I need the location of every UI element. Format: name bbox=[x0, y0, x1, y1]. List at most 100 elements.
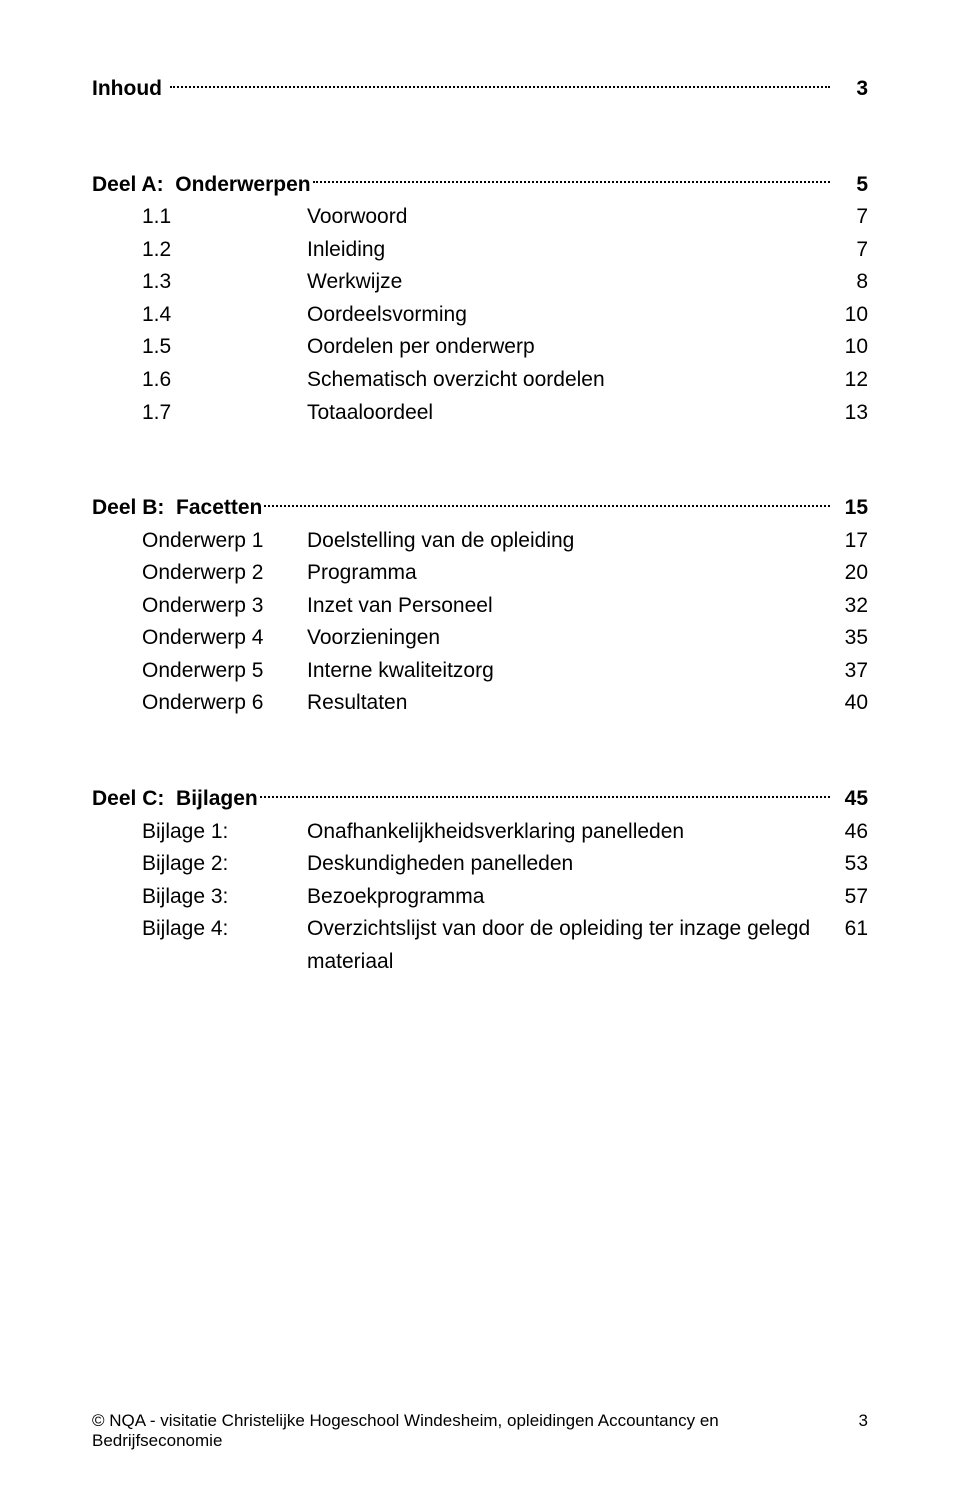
item-page: 32 bbox=[832, 590, 868, 623]
item-title: Interne kwaliteitzorg bbox=[307, 655, 832, 688]
item-title: Inzet van Personeel bbox=[307, 590, 832, 623]
toc-item: 1.4 Oordeelsvorming 10 bbox=[92, 299, 868, 332]
footer-text: © NQA - visitatie Christelijke Hogeschoo… bbox=[92, 1411, 843, 1451]
footer-line: © NQA - visitatie Christelijke Hogeschoo… bbox=[92, 1411, 868, 1451]
item-title: Schematisch overzicht oordelen bbox=[307, 364, 832, 397]
item-page: 8 bbox=[832, 266, 868, 299]
item-title: Bezoekprogramma bbox=[307, 881, 832, 914]
item-key: Onderwerp 2 bbox=[142, 557, 307, 590]
section-deel-a: Deel A: Onderwerpen 5 1.1 Voorwoord 7 1.… bbox=[92, 168, 868, 429]
section-heading: Deel A: Onderwerpen 5 bbox=[92, 168, 868, 202]
item-title: Onafhankelijkheidsverklaring panelleden bbox=[307, 816, 832, 849]
heading-page: 45 bbox=[832, 783, 868, 816]
item-page: 17 bbox=[832, 525, 868, 558]
item-page: 10 bbox=[832, 299, 868, 332]
leader-dots bbox=[260, 782, 830, 805]
toc-item: 1.3 Werkwijze 8 bbox=[92, 266, 868, 299]
item-title: Overzichtslijst van door de opleiding te… bbox=[307, 913, 832, 978]
item-page: 20 bbox=[832, 557, 868, 590]
toc-item: 1.7 Totaaloordeel 13 bbox=[92, 397, 868, 430]
footer-page-number: 3 bbox=[843, 1411, 868, 1431]
item-page: 13 bbox=[832, 397, 868, 430]
item-title: Inleiding bbox=[307, 234, 832, 267]
item-key: Bijlage 1: bbox=[142, 816, 307, 849]
item-title: Oordeelsvorming bbox=[307, 299, 832, 332]
item-key: 1.3 bbox=[142, 266, 307, 299]
item-title: Oordelen per onderwerp bbox=[307, 331, 832, 364]
item-title: Voorwoord bbox=[307, 201, 832, 234]
heading-title: Bijlagen bbox=[176, 783, 258, 816]
section-heading: Deel C: Bijlagen 45 bbox=[92, 782, 868, 816]
item-key: Bijlage 4: bbox=[142, 913, 307, 946]
toc-item: 1.1 Voorwoord 7 bbox=[92, 201, 868, 234]
toc-item: 1.2 Inleiding 7 bbox=[92, 234, 868, 267]
item-title: Totaaloordeel bbox=[307, 397, 832, 430]
item-key: Onderwerp 4 bbox=[142, 622, 307, 655]
item-key: Onderwerp 1 bbox=[142, 525, 307, 558]
item-page: 57 bbox=[832, 881, 868, 914]
leader-dots bbox=[264, 491, 830, 514]
item-page: 35 bbox=[832, 622, 868, 655]
heading-page: 15 bbox=[832, 492, 868, 525]
toc-item: 1.5 Oordelen per onderwerp 10 bbox=[92, 331, 868, 364]
section-items: Onderwerp 1 Doelstelling van de opleidin… bbox=[92, 525, 868, 720]
item-key: 1.6 bbox=[142, 364, 307, 397]
item-page: 40 bbox=[832, 687, 868, 720]
item-title: Programma bbox=[307, 557, 832, 590]
item-key: 1.2 bbox=[142, 234, 307, 267]
item-title: Deskundigheden panelleden bbox=[307, 848, 832, 881]
toc-title-row: Inhoud 3 bbox=[92, 72, 868, 106]
toc-item: Onderwerp 5 Interne kwaliteitzorg 37 bbox=[92, 655, 868, 688]
heading-prefix: Deel A: bbox=[92, 169, 164, 202]
toc-item: Onderwerp 2 Programma 20 bbox=[92, 557, 868, 590]
leader-dots bbox=[313, 168, 830, 191]
item-key: Onderwerp 6 bbox=[142, 687, 307, 720]
heading-gap bbox=[164, 492, 176, 525]
item-key: 1.1 bbox=[142, 201, 307, 234]
heading-prefix: Deel C: bbox=[92, 783, 164, 816]
toc-item: Bijlage 4: Overzichtslijst van door de o… bbox=[92, 913, 868, 978]
heading-page: 5 bbox=[832, 169, 868, 202]
item-key: 1.5 bbox=[142, 331, 307, 364]
toc-item: Onderwerp 4 Voorzieningen 35 bbox=[92, 622, 868, 655]
item-title: Voorzieningen bbox=[307, 622, 832, 655]
item-key: Bijlage 2: bbox=[142, 848, 307, 881]
page-body: Inhoud 3 Deel A: Onderwerpen 5 1.1 Voorw… bbox=[0, 0, 960, 978]
item-page: 46 bbox=[832, 816, 868, 849]
page-footer: © NQA - visitatie Christelijke Hogeschoo… bbox=[92, 1411, 868, 1451]
toc-title-page: 3 bbox=[832, 73, 868, 106]
heading-prefix: Deel B: bbox=[92, 492, 164, 525]
item-page: 53 bbox=[832, 848, 868, 881]
item-page: 10 bbox=[832, 331, 868, 364]
toc-item: Bijlage 3: Bezoekprogramma 57 bbox=[92, 881, 868, 914]
toc-item: Bijlage 2: Deskundigheden panelleden 53 bbox=[92, 848, 868, 881]
item-page: 12 bbox=[832, 364, 868, 397]
heading-title: Onderwerpen bbox=[175, 169, 310, 202]
heading-gap bbox=[164, 783, 176, 816]
item-page: 61 bbox=[832, 913, 868, 946]
title-spacer bbox=[162, 73, 168, 106]
item-page: 7 bbox=[832, 201, 868, 234]
item-page: 37 bbox=[832, 655, 868, 688]
item-key: Onderwerp 3 bbox=[142, 590, 307, 623]
item-key: 1.4 bbox=[142, 299, 307, 332]
toc-item: Onderwerp 3 Inzet van Personeel 32 bbox=[92, 590, 868, 623]
item-title: Werkwijze bbox=[307, 266, 832, 299]
section-items: 1.1 Voorwoord 7 1.2 Inleiding 7 1.3 Werk… bbox=[92, 201, 868, 429]
item-key: 1.7 bbox=[142, 397, 307, 430]
section-items: Bijlage 1: Onafhankelijkheidsverklaring … bbox=[92, 816, 868, 979]
toc-item: 1.6 Schematisch overzicht oordelen 12 bbox=[92, 364, 868, 397]
section-heading: Deel B: Facetten 15 bbox=[92, 491, 868, 525]
item-title: Resultaten bbox=[307, 687, 832, 720]
toc-item: Onderwerp 1 Doelstelling van de opleidin… bbox=[92, 525, 868, 558]
heading-title: Facetten bbox=[176, 492, 262, 525]
section-deel-b: Deel B: Facetten 15 Onderwerp 1 Doelstel… bbox=[92, 491, 868, 720]
leader-dots bbox=[170, 72, 830, 95]
heading-gap bbox=[164, 169, 176, 202]
section-deel-c: Deel C: Bijlagen 45 Bijlage 1: Onafhanke… bbox=[92, 782, 868, 978]
item-title: Doelstelling van de opleiding bbox=[307, 525, 832, 558]
toc-item: Bijlage 1: Onafhankelijkheidsverklaring … bbox=[92, 816, 868, 849]
toc-title: Inhoud bbox=[92, 73, 162, 106]
item-key: Onderwerp 5 bbox=[142, 655, 307, 688]
toc-item: Onderwerp 6 Resultaten 40 bbox=[92, 687, 868, 720]
